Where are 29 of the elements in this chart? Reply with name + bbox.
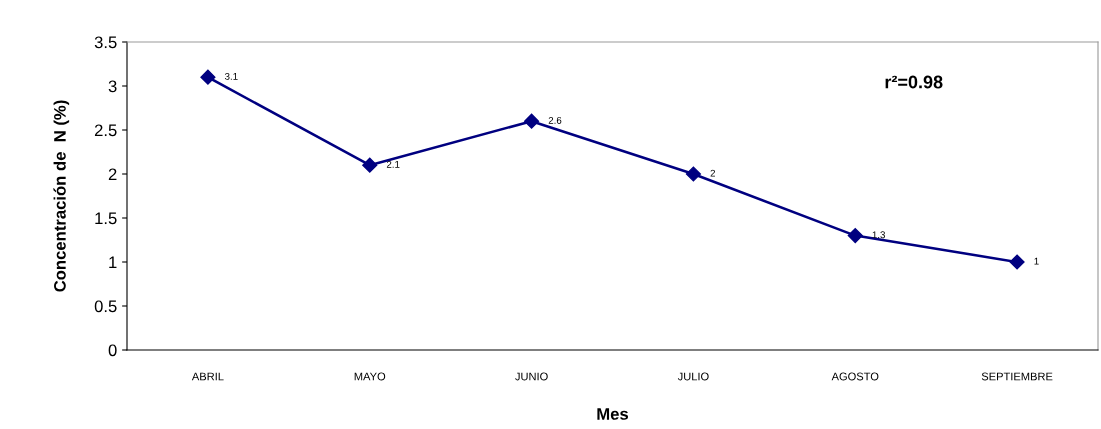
point [524, 113, 540, 129]
data-label: 2.6 [548, 116, 562, 124]
data-label: 1.3 [872, 231, 885, 239]
y-tick-label: 2.5 [94, 124, 117, 137]
x-tick-label: AGOSTO [831, 372, 879, 381]
y-axis-title: Concentración de N (%) [53, 100, 70, 292]
x-axis-title: Mes [597, 408, 629, 420]
point [685, 166, 701, 182]
data-label: 1 [1034, 257, 1039, 265]
y-tick-label: 1.5 [95, 212, 117, 225]
x-tick-label: JULIO [677, 372, 709, 381]
y-tick-label: 0 [108, 344, 117, 357]
x-tick-label: SEPTIEMBRE [981, 372, 1053, 381]
x-tick-label: ABRIL [191, 372, 224, 381]
y-tick-label: 0.5 [94, 300, 117, 313]
point [200, 69, 216, 85]
data-label: 2.1 [386, 160, 400, 168]
y-tick-label: 2 [108, 168, 117, 181]
point [847, 228, 863, 244]
data-label: 3.1 [224, 72, 238, 80]
data-label: 2 [710, 169, 715, 177]
y-tick-label: 3 [108, 80, 117, 93]
point [362, 157, 378, 173]
point [1009, 254, 1025, 270]
y-tick-label: 3.5 [94, 36, 117, 49]
x-tick-label: MAYO [354, 372, 386, 381]
y-tick-label: 1 [109, 256, 117, 269]
x-tick-label: JUNIO [515, 372, 548, 381]
annotation: r²=0.98 [885, 75, 943, 89]
